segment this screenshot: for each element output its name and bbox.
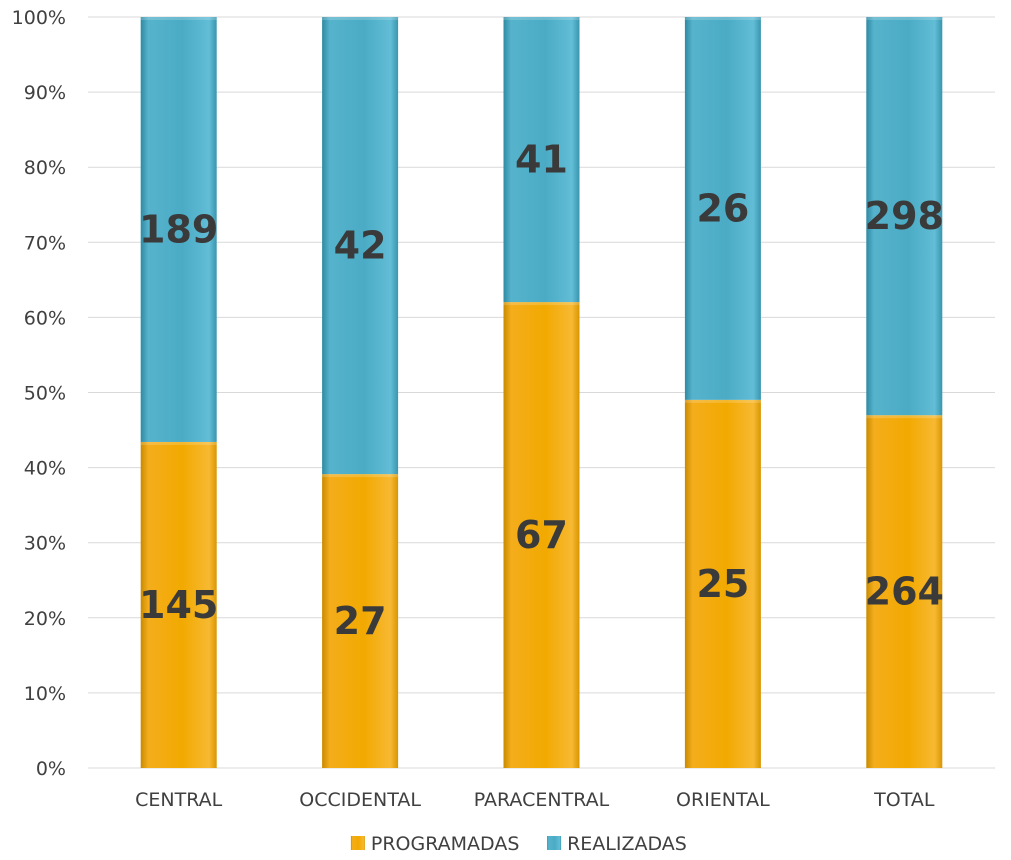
bar-programadas-oriental [684,399,761,768]
bar-programadas-paracentral [503,302,580,768]
data-label: 67 [515,513,568,557]
y-axis: 0% 10% 20% 30% 40% 50% 60% 70% 80% 90% 100% [12,7,66,780]
bar-bevel [866,17,943,20]
data-label: 264 [865,570,944,614]
x-tick-label: TOTAL [873,789,935,811]
bar-realizadas-occidental [322,17,399,475]
bar-bevel [684,17,761,20]
data-label: 145 [139,583,218,627]
bar-bevel [503,17,580,20]
data-label: 41 [515,138,568,182]
y-tick-label: 40% [24,458,66,480]
bars [140,17,943,768]
bar-realizadas-central [140,17,217,442]
bar-bevel [322,17,399,20]
bar-bevel [503,302,580,306]
x-axis: CENTRAL OCCIDENTAL PARACENTRAL ORIENTAL TOTA… [135,789,935,811]
bar-bevel [684,399,761,403]
y-tick-label: 90% [24,82,66,104]
legend: PROGRAMADAS REALIZADAS [350,833,687,855]
legend-swatch-realizadas [547,836,562,850]
y-tick-label: 30% [24,533,66,555]
bar-bevel [866,415,943,419]
y-tick-label: 50% [24,383,66,405]
bar-bevel [140,17,217,20]
bar-realizadas-paracentral [503,17,580,303]
y-tick-label: 20% [24,608,66,630]
x-tick-label: ORIENTAL [676,789,770,811]
x-tick-label: CENTRAL [135,789,223,811]
data-label: 189 [139,207,218,251]
legend-swatch-programadas [350,836,365,850]
y-tick-label: 0% [36,758,66,780]
y-tick-label: 70% [24,232,66,254]
bar-bevel [140,441,217,445]
bar-programadas-occidental [322,474,399,768]
data-label: 25 [696,562,749,606]
bar-programadas-central [140,441,217,768]
bar-programadas-total [866,415,943,768]
bar-realizadas-oriental [684,17,761,400]
data-labels: 145 189 27 42 67 41 25 26 264 298 [139,138,944,644]
data-label: 42 [334,224,387,268]
bar-bevel [322,474,399,478]
y-tick-label: 100% [12,7,66,29]
data-label: 298 [865,194,944,238]
data-label: 26 [696,186,749,230]
y-tick-label: 60% [24,307,66,329]
y-tick-label: 10% [24,683,66,705]
data-label: 27 [334,599,387,643]
x-tick-label: PARACENTRAL [474,789,610,811]
bar-realizadas-total [866,17,943,416]
x-tick-label: OCCIDENTAL [299,789,421,811]
legend-label: PROGRAMADAS [371,833,520,855]
y-tick-label: 80% [24,157,66,179]
legend-label: REALIZADAS [567,833,687,855]
